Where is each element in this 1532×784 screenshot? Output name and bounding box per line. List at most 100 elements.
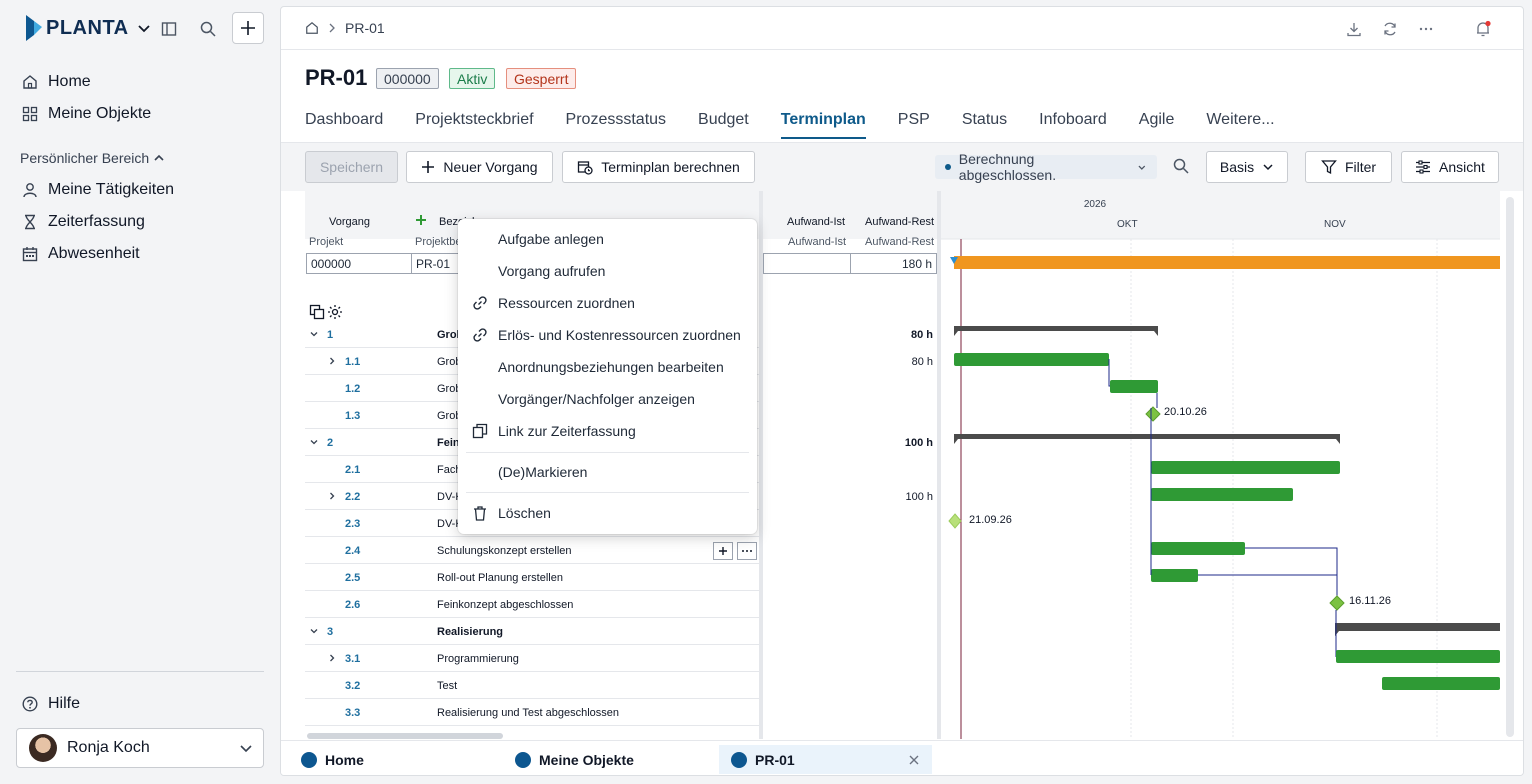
home-icon[interactable] — [305, 21, 319, 35]
task-number: 3.3 — [345, 707, 361, 719]
column-header-aufwand-rest[interactable]: Aufwand-Rest — [865, 216, 935, 228]
menu-item-loeschen[interactable]: Löschen — [458, 499, 757, 527]
plus-icon — [241, 21, 255, 35]
view-button[interactable]: Ansicht — [1401, 151, 1499, 183]
logo-text: PLANTA — [46, 16, 129, 39]
table-row[interactable]: 2.6 Feinkonzept abgeschlossen — [305, 591, 761, 618]
refresh-button[interactable] — [1380, 19, 1400, 39]
create-button[interactable] — [232, 12, 264, 44]
vertical-scrollbar[interactable] — [1506, 197, 1514, 737]
bottom-tab-home[interactable]: Home — [289, 745, 376, 774]
add-row-button[interactable] — [713, 542, 733, 560]
chevron-down-icon[interactable] — [309, 626, 319, 636]
horizontal-scrollbar[interactable] — [307, 733, 503, 739]
menu-item-ressourcen-zuordnen[interactable]: Ressourcen zuordnen — [458, 289, 757, 317]
sidebar-toggle-button[interactable] — [154, 14, 184, 44]
chevron-down-icon — [1263, 164, 1273, 171]
help-icon — [22, 696, 38, 712]
table-row[interactable]: 2.3 DV-K — [305, 510, 761, 537]
copy-icon[interactable] — [309, 304, 325, 320]
task-name: Roll-out Planung erstellen — [437, 572, 563, 584]
add-column-icon[interactable] — [415, 214, 427, 226]
task-number: 2.5 — [345, 572, 361, 584]
close-icon[interactable] — [908, 754, 920, 766]
calculation-status-dropdown[interactable]: Berechnung abgeschlossen. — [935, 151, 1157, 183]
column-splitter[interactable] — [759, 191, 763, 739]
tab-terminplan[interactable]: Terminplan — [780, 111, 866, 139]
table-row[interactable]: 3.2 Test — [305, 672, 761, 699]
breadcrumb-current[interactable]: PR-01 — [345, 20, 385, 36]
tab-infoboard[interactable]: Infoboard — [1039, 111, 1107, 128]
tab-budget[interactable]: Budget — [698, 111, 749, 128]
sidebar-search-button[interactable] — [193, 14, 223, 44]
aufwand-rest-value: 80 h — [910, 329, 933, 341]
aufwand-ist-cell[interactable] — [763, 253, 851, 274]
menu-item-demarkieren[interactable]: (De)Markieren — [458, 458, 757, 486]
more-horizontal-icon — [1419, 27, 1433, 31]
tab-label: PR-01 — [755, 751, 795, 768]
column-header-vorgang[interactable]: Vorgang — [329, 216, 370, 228]
tab-projektsteckbrief[interactable]: Projektsteckbrief — [415, 111, 534, 128]
task-number: 3.2 — [345, 680, 361, 692]
menu-item-link-zeiterfassung[interactable]: Link zur Zeiterfassung — [458, 417, 757, 445]
chevron-down-icon[interactable] — [309, 329, 319, 339]
user-menu[interactable]: Ronja Koch — [16, 728, 264, 768]
more-button[interactable] — [1416, 19, 1436, 39]
gantt-splitter[interactable] — [937, 191, 941, 739]
tab-dashboard[interactable]: Dashboard — [305, 111, 384, 128]
menu-item-erloes-kostenressourcen[interactable]: Erlös- und Kostenressourcen zuordnen — [458, 321, 757, 349]
basis-dropdown[interactable]: Basis — [1206, 151, 1288, 183]
column-header-aufwand-ist[interactable]: Aufwand-Ist — [787, 216, 846, 228]
table-row[interactable]: 2.5 Roll-out Planung erstellen — [305, 564, 761, 591]
chevron-right-icon[interactable] — [327, 653, 337, 663]
notifications-button[interactable] — [1473, 19, 1493, 39]
sidebar-item-abwesenheit[interactable]: Abwesenheit — [22, 242, 140, 266]
project-name-cell[interactable]: PR-01 — [411, 253, 471, 274]
project-number-cell[interactable]: 000000 — [306, 253, 412, 274]
breadcrumb: PR-01 — [305, 20, 385, 36]
tab-prozessstatus[interactable]: Prozessstatus — [565, 111, 667, 128]
sidebar-item-home[interactable]: Home — [22, 70, 91, 94]
planta-logo[interactable]: PLANTA — [24, 14, 151, 42]
bottom-tab-pr-01[interactable]: PR-01 — [719, 745, 932, 774]
row-more-button[interactable] — [737, 542, 757, 560]
table-row[interactable]: 3.1 Programmierung — [305, 645, 761, 672]
menu-item-vorgaenger-nachfolger[interactable]: Vorgänger/Nachfolger anzeigen — [458, 385, 757, 413]
calculate-label: Terminplan berechnen — [601, 159, 740, 175]
chevron-right-icon[interactable] — [327, 356, 337, 366]
sidebar-item-zeiterfassung[interactable]: Zeiterfassung — [22, 210, 145, 234]
sidebar-item-meine-objekte[interactable]: Meine Objekte — [22, 102, 151, 126]
new-task-button[interactable]: Neuer Vorgang — [406, 151, 553, 183]
task-name: Grob — [437, 329, 464, 341]
group-row[interactable]: 3 Realisierung — [305, 618, 761, 645]
tab-agile[interactable]: Agile — [1138, 111, 1175, 128]
bottom-tab-meine-objekte[interactable]: Meine Objekte — [503, 745, 646, 774]
calculate-schedule-button[interactable]: Terminplan berechnen — [562, 151, 755, 183]
task-name: Grob — [437, 356, 462, 368]
menu-item-vorgang-aufrufen[interactable]: Vorgang aufrufen — [458, 257, 757, 285]
section-persoenlicher-bereich[interactable]: Persönlicher Bereich — [20, 150, 165, 166]
table-row[interactable]: 2.4 Schulungskonzept erstellen — [305, 537, 761, 564]
sidebar-item-hilfe[interactable]: Hilfe — [22, 692, 80, 716]
table-row[interactable]: 3.3 Realisierung und Test abgeschlossen — [305, 699, 761, 726]
aufwand-rest-cell[interactable]: 180 h — [850, 253, 937, 274]
tab-status[interactable]: Status — [961, 111, 1008, 128]
filter-button[interactable]: Filter — [1305, 151, 1392, 183]
task-name: DV-K — [437, 518, 463, 530]
menu-item-label: Erlös- und Kostenressourcen zuordnen — [498, 327, 741, 343]
chevron-down-icon[interactable] — [309, 437, 319, 447]
download-button[interactable] — [1344, 19, 1364, 39]
task-name: Realisierung — [437, 626, 504, 638]
menu-item-aufgabe-anlegen[interactable]: Aufgabe anlegen — [458, 225, 757, 253]
tab-psp[interactable]: PSP — [897, 111, 930, 128]
tab-weitere[interactable]: Weitere... — [1206, 111, 1275, 128]
settings-gear-icon[interactable] — [327, 304, 343, 320]
chevron-right-icon[interactable] — [327, 491, 337, 501]
sidebar-item-meine-taetigkeiten[interactable]: Meine Tätigkeiten — [22, 178, 174, 202]
task-name: Grob — [437, 410, 462, 422]
save-button[interactable]: Speichern — [305, 151, 398, 183]
search-button[interactable] — [1173, 158, 1189, 179]
menu-item-anordnungsbeziehungen[interactable]: Anordnungsbeziehungen bearbeiten — [458, 353, 757, 381]
menu-item-label: Aufgabe anlegen — [498, 231, 604, 247]
task-name: Programmierung — [437, 653, 519, 665]
